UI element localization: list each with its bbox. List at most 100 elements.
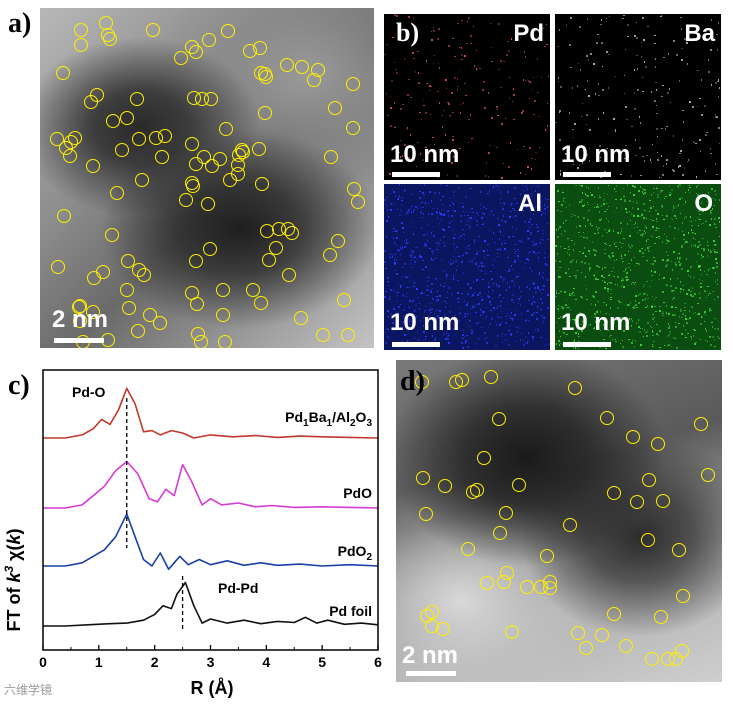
atom-marker <box>131 131 146 146</box>
series-label-3: Pd foil <box>329 603 372 619</box>
atom-marker <box>120 254 135 269</box>
atom-marker <box>327 101 342 116</box>
atom-marker <box>437 479 452 494</box>
atom-marker <box>337 293 352 308</box>
atom-marker <box>131 323 146 338</box>
atom-marker <box>660 652 675 667</box>
atom-marker <box>58 141 73 156</box>
atom-marker <box>293 310 308 325</box>
atom-marker <box>641 533 656 548</box>
atom-marker <box>425 619 440 634</box>
annotation-label-0: Pd-O <box>72 384 106 400</box>
eds-label-o: O <box>694 190 713 217</box>
stem-image-d: 2 nm <box>396 360 722 682</box>
series-label-2: PdO2 <box>338 543 373 563</box>
scalebar-a-label: 2 nm <box>52 306 109 333</box>
plot-frame <box>42 369 379 651</box>
scalebar-ba-line <box>563 172 611 177</box>
scalebar-ba-label: 10 nm <box>561 141 631 168</box>
x-tick-label: 6 <box>374 654 382 670</box>
atom-marker <box>504 625 519 640</box>
atom-marker <box>254 296 269 310</box>
scalebar-pd-line <box>392 172 440 177</box>
atom-marker <box>99 16 114 31</box>
atom-marker <box>346 120 361 135</box>
watermark: 六维学镜 <box>4 683 53 697</box>
atom-marker <box>480 576 495 591</box>
atom-marker <box>694 417 709 432</box>
x-tick-label: 1 <box>95 654 103 670</box>
atom-marker <box>542 574 557 589</box>
atom-marker <box>173 51 188 66</box>
atom-marker <box>625 429 640 444</box>
atom-marker <box>654 609 669 624</box>
atom-marker <box>259 70 274 85</box>
atom-marker <box>193 334 208 348</box>
atom-marker <box>216 307 231 322</box>
x-tick-label: 5 <box>318 654 326 670</box>
atom-marker <box>73 22 88 37</box>
eds-map-o: O 10 nm <box>555 184 721 350</box>
y-axis-label: FT of k3 χ(k) <box>2 528 24 631</box>
atom-marker <box>72 299 87 314</box>
exafs-chart: Pd1Ba1/Al2O3 PdO PdO2 Pd foil Pd-O Pd-Pd FT o… <box>2 369 382 698</box>
atom-marker <box>324 149 339 164</box>
atom-marker <box>212 151 227 166</box>
atom-marker <box>477 451 492 466</box>
x-axis-label: R (Å) <box>191 678 234 698</box>
atom-marker <box>106 113 121 128</box>
atom-marker <box>600 410 615 425</box>
atom-marker <box>185 40 200 55</box>
atom-marker <box>221 23 236 38</box>
atom-marker <box>57 209 72 224</box>
atom-marker <box>194 92 209 106</box>
stem-image-a: 2 nm <box>40 8 374 348</box>
series-line-2 <box>43 513 379 571</box>
atom-marker <box>242 43 257 58</box>
atom-marker <box>218 122 233 137</box>
eds-map-ba: Ba 10 nm <box>555 14 721 180</box>
scalebar-al-line <box>392 342 440 347</box>
atom-marker <box>414 375 429 390</box>
atom-marker <box>539 548 554 563</box>
x-tick-label: 3 <box>207 654 215 670</box>
atom-marker <box>416 470 431 485</box>
eds-map-pd: Pd 10 nm <box>384 14 550 180</box>
atom-marker <box>197 149 212 164</box>
atom-marker <box>203 242 218 257</box>
atom-marker <box>512 477 527 492</box>
eds-map-al: Al 10 nm <box>384 184 550 350</box>
panel-a-letter: a) <box>8 8 32 39</box>
atom-marker <box>562 517 577 532</box>
scalebar-a-line <box>54 338 104 343</box>
atom-marker <box>675 588 690 603</box>
atom-marker <box>650 437 665 452</box>
atom-marker <box>618 639 633 654</box>
atom-marker <box>119 283 134 298</box>
atom-marker <box>268 240 283 255</box>
atom-marker <box>135 173 150 188</box>
atom-marker <box>202 32 217 47</box>
atom-marker <box>85 159 100 174</box>
atom-marker <box>641 473 656 488</box>
atom-marker <box>115 142 130 157</box>
atom-marker <box>155 150 170 165</box>
series-line-0 <box>43 387 379 439</box>
atom-marker <box>500 566 515 581</box>
atom-marker <box>645 652 660 667</box>
atom-marker <box>73 38 88 53</box>
atom-marker <box>315 327 330 342</box>
atom-marker <box>119 111 134 126</box>
atom-marker <box>188 157 203 172</box>
series-line-3 <box>43 581 379 627</box>
atom-marker <box>455 373 470 388</box>
atom-marker <box>215 283 230 298</box>
atom-marker <box>700 467 715 482</box>
atom-marker <box>629 495 644 509</box>
atom-marker <box>346 76 361 91</box>
panel-c-letter: c) <box>8 370 30 401</box>
atom-marker <box>218 334 233 348</box>
atom-marker <box>188 253 203 268</box>
atom-marker <box>347 181 362 196</box>
x-tick-label: 2 <box>151 654 159 670</box>
